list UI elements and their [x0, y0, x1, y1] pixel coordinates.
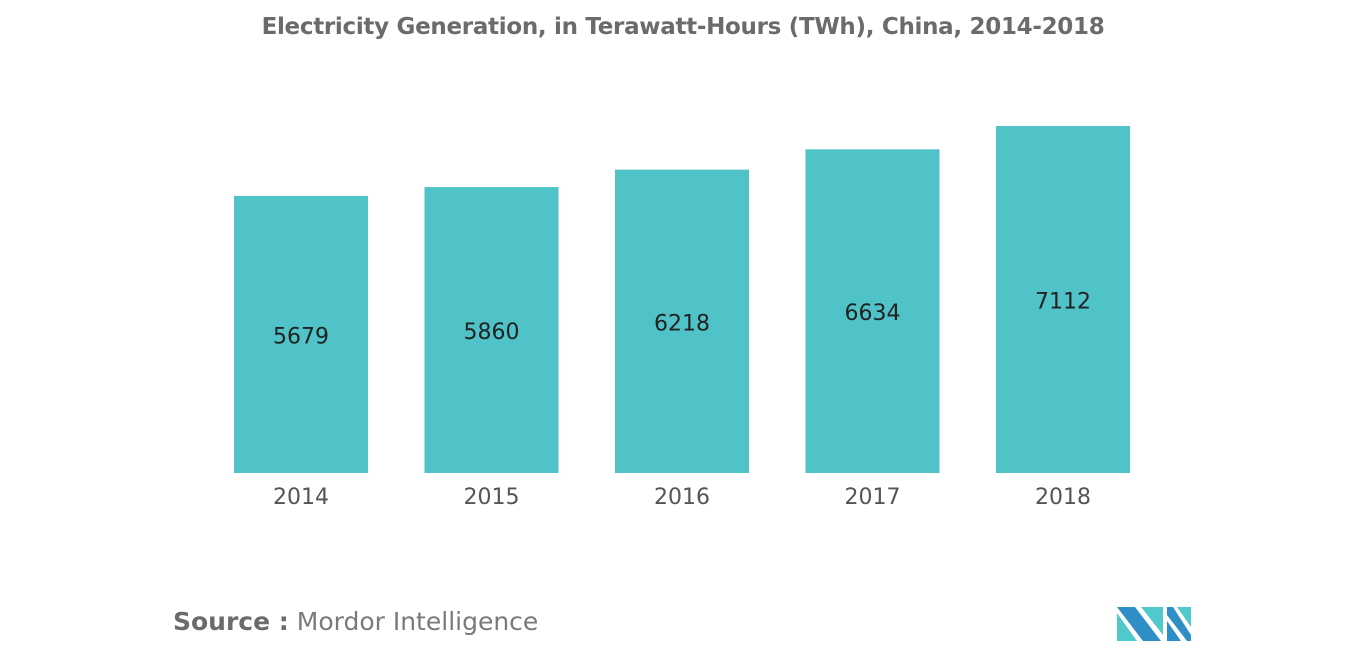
x-tick-label-2017: 2017 [845, 485, 901, 510]
source-label: Source : [173, 607, 289, 636]
bar-chart: 5679 2014 5860 2015 6218 2016 6634 2017 7112 2018 [234, 126, 1130, 510]
source-text: Mordor Intelligence [296, 607, 539, 636]
data-label-2014: 5679 [273, 324, 329, 349]
bar-2017 [805, 149, 940, 473]
bar-2016 [615, 169, 749, 473]
x-tick-label-2014: 2014 [273, 485, 329, 510]
data-label-2015: 5860 [464, 320, 520, 345]
x-tick-label-2016: 2016 [654, 485, 710, 510]
data-label-2017: 6634 [845, 301, 901, 326]
x-tick-label-2018: 2018 [1035, 485, 1091, 510]
source-note: Source : Mordor Intelligence [173, 607, 538, 636]
data-label-2018: 7112 [1035, 290, 1091, 315]
chart-title: Electricity Generation, in Terawatt-Hour… [261, 14, 1105, 40]
mordor-intelligence-logo [1117, 607, 1191, 641]
bar-2015 [424, 187, 559, 473]
x-tick-label-2015: 2015 [464, 485, 520, 510]
bar-2018 [996, 126, 1130, 473]
bar-2014 [234, 195, 368, 473]
data-label-2016: 6218 [654, 311, 710, 336]
